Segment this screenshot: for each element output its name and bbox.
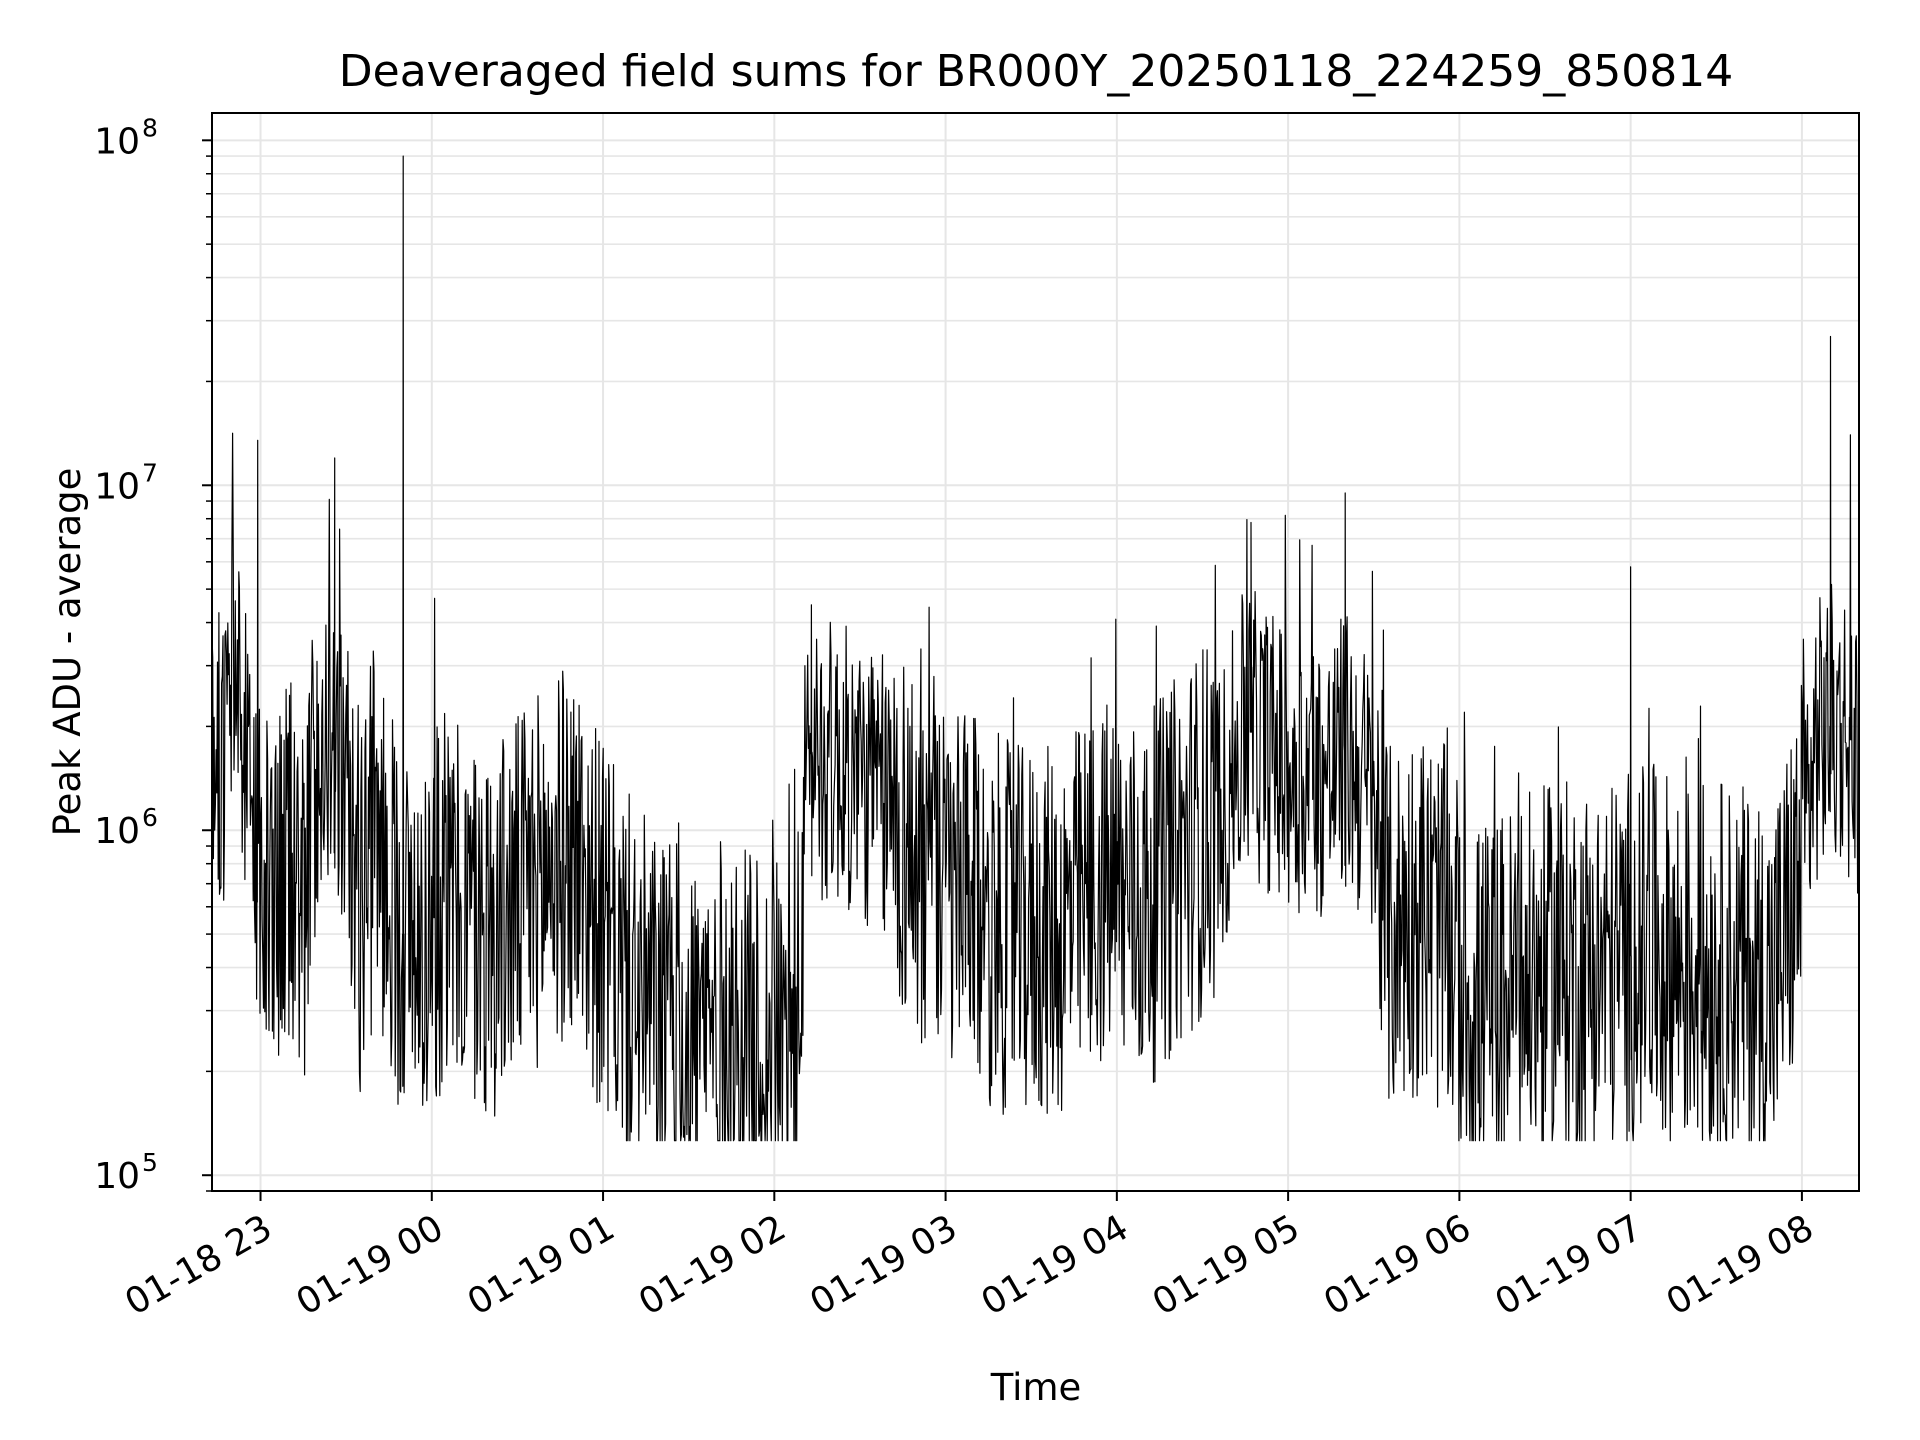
- x-tick-label: 01-19 05: [1146, 1207, 1307, 1323]
- data-layer: [211, 155, 1860, 1142]
- x-tick-label: 01-18 23: [118, 1207, 279, 1323]
- chart-title: Deaveraged field sums for BR000Y_2025011…: [339, 46, 1734, 97]
- y-tick-exponent: 5: [142, 1148, 158, 1177]
- x-tick-label: 01-19 00: [290, 1207, 451, 1323]
- plot-frame: [211, 112, 1860, 1192]
- x-axis: 01-18 23 01-19 00 01-19 01 01-19 02 01-19 03…: [118, 1191, 1820, 1324]
- y-tick-label: 10: [94, 1156, 140, 1197]
- y-tick-label: 10: [94, 121, 140, 162]
- x-tick-label: 01-19 06: [1317, 1207, 1478, 1323]
- y-axis-label: Peak ADU - average: [46, 468, 89, 837]
- x-tick-label: 01-19 04: [975, 1207, 1136, 1323]
- x-tick-label: 01-19 08: [1660, 1207, 1821, 1323]
- x-tick-label: 01-19 03: [803, 1207, 964, 1323]
- y-tick-exponent: 8: [142, 113, 158, 142]
- y-tick-exponent: 6: [142, 803, 158, 832]
- x-axis-label: Time: [990, 1366, 1082, 1409]
- x-tick-label: 01-19 07: [1488, 1207, 1649, 1323]
- x-tick-label: 01-19 02: [632, 1207, 793, 1323]
- x-tick-label: 01-19 01: [461, 1207, 622, 1323]
- y-tick-label: 10: [94, 811, 140, 852]
- y-tick-label: 10: [94, 466, 140, 507]
- series-line: [211, 155, 1860, 1142]
- y-tick-exponent: 7: [142, 458, 158, 487]
